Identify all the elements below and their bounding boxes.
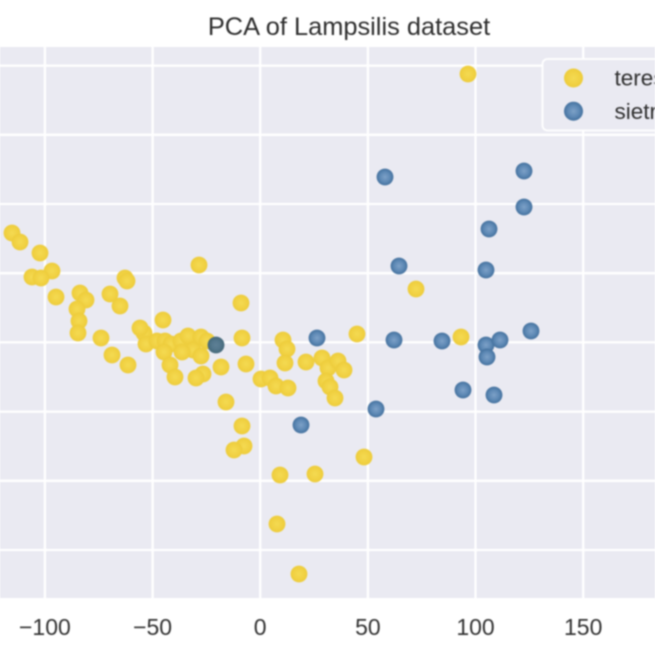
svg-text:−50: −50 <box>133 614 172 640</box>
svg-text:PCA of Lampsilis dataset: PCA of Lampsilis dataset <box>208 13 490 41</box>
svg-text:−100: −100 <box>19 614 71 640</box>
svg-text:sietr: sietr <box>615 99 655 124</box>
svg-text:50: 50 <box>355 614 381 640</box>
svg-text:150: 150 <box>564 614 602 640</box>
svg-text:0: 0 <box>254 614 267 640</box>
svg-text:100: 100 <box>456 614 494 640</box>
